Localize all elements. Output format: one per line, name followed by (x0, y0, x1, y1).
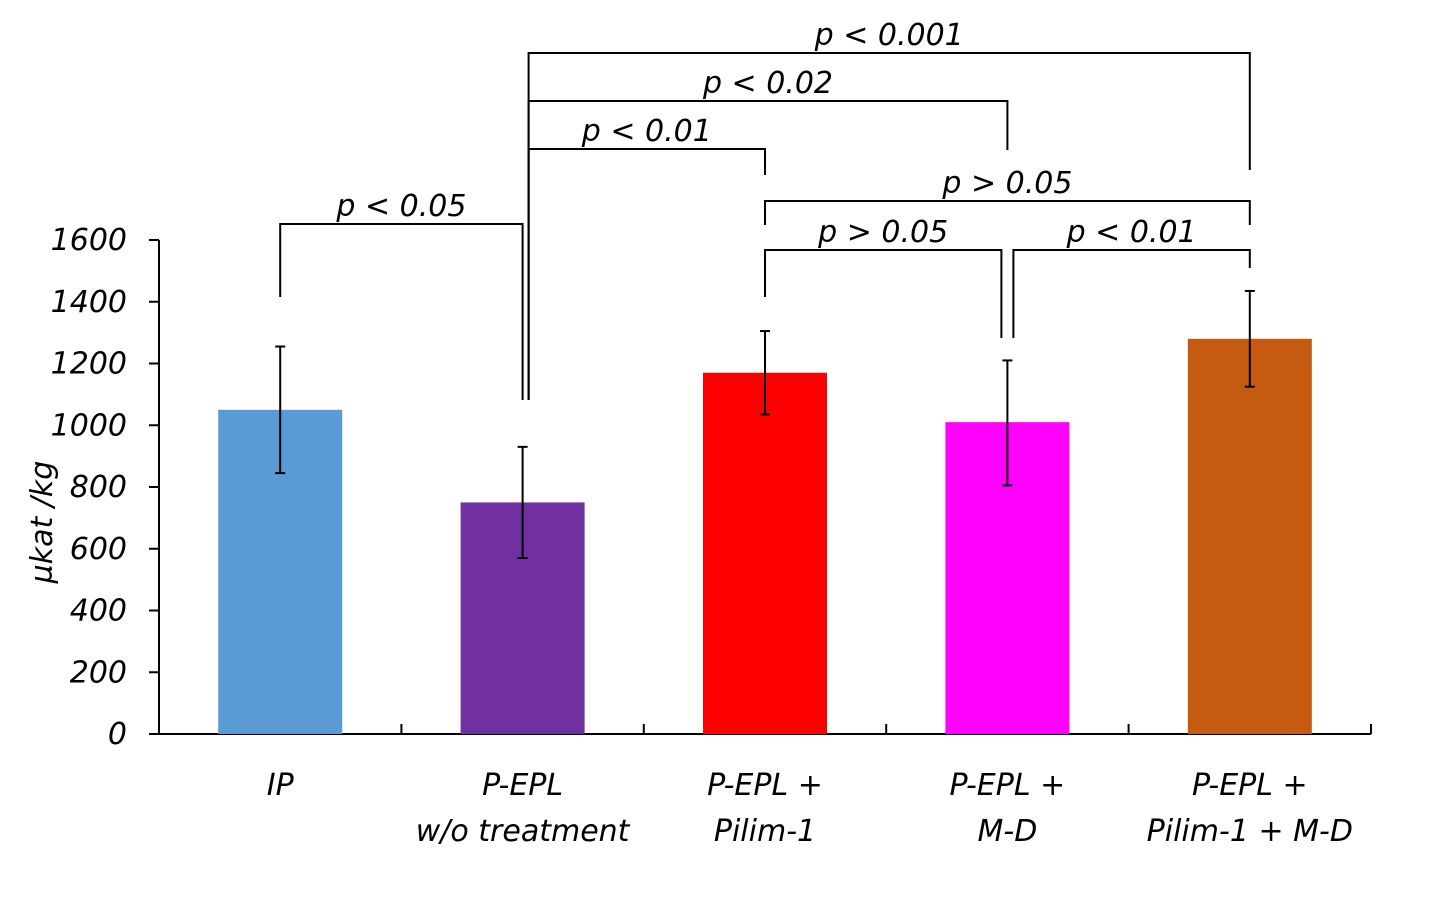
error-bars (275, 289, 1255, 560)
category-label: Pilim-1 (714, 814, 816, 849)
category-label: P-EPL + (950, 768, 1066, 803)
category-label: P-EPL (482, 768, 563, 803)
category-label: M-D (977, 814, 1037, 849)
y-tick-label: 600 (70, 532, 127, 567)
y-tick-label: 1000 (51, 408, 127, 443)
x-ticks (400, 724, 1372, 734)
y-tick-label: 1600 (51, 223, 127, 258)
significance-bracket (764, 249, 1003, 338)
y-tick-label: 400 (70, 594, 127, 629)
significance-bracket (1012, 249, 1251, 338)
significance-bracket (527, 148, 766, 400)
p-value-label: p > 0.05 (817, 215, 948, 250)
category-label: P-EPL + (1192, 768, 1308, 803)
category-label: P-EPL + (707, 768, 823, 803)
significance-bracket (527, 52, 1251, 400)
category-label: Pilim-1 + M-D (1147, 814, 1353, 849)
p-value-label: p < 0.02 (702, 66, 833, 101)
y-tick-label: 200 (70, 655, 127, 690)
p-value-label: p < 0.01 (581, 114, 712, 149)
category-label: IP (267, 768, 295, 803)
p-value-label: p < 0.01 (1066, 215, 1197, 250)
significance-bracket (764, 200, 1251, 225)
y-tick-label: 1400 (51, 285, 127, 320)
bar (703, 372, 827, 734)
y-ticks: 0 200 400 600 800 1000 1200 1400 1600 (51, 223, 159, 752)
category-labels: IP P-EPL w/o treatment P-EPL + Pilim-1 P-EPL … (267, 768, 1353, 849)
significance-bracket (279, 223, 524, 400)
significance-brackets: p < 0.05 p < 0.01 p < 0.02 p < 0.001 p > 0.0… (279, 18, 1251, 400)
y-tick-label: 1200 (51, 347, 127, 382)
y-tick-label: 0 (108, 717, 127, 752)
category-label: w/o treatment (416, 814, 631, 849)
y-axis-label: µkat /kg (25, 461, 60, 585)
p-value-label: p < 0.05 (335, 189, 466, 224)
p-value-label: p < 0.001 (814, 18, 964, 53)
p-value-label: p > 0.05 (941, 166, 1072, 201)
bar (1187, 338, 1312, 734)
y-tick-label: 800 (70, 470, 127, 505)
